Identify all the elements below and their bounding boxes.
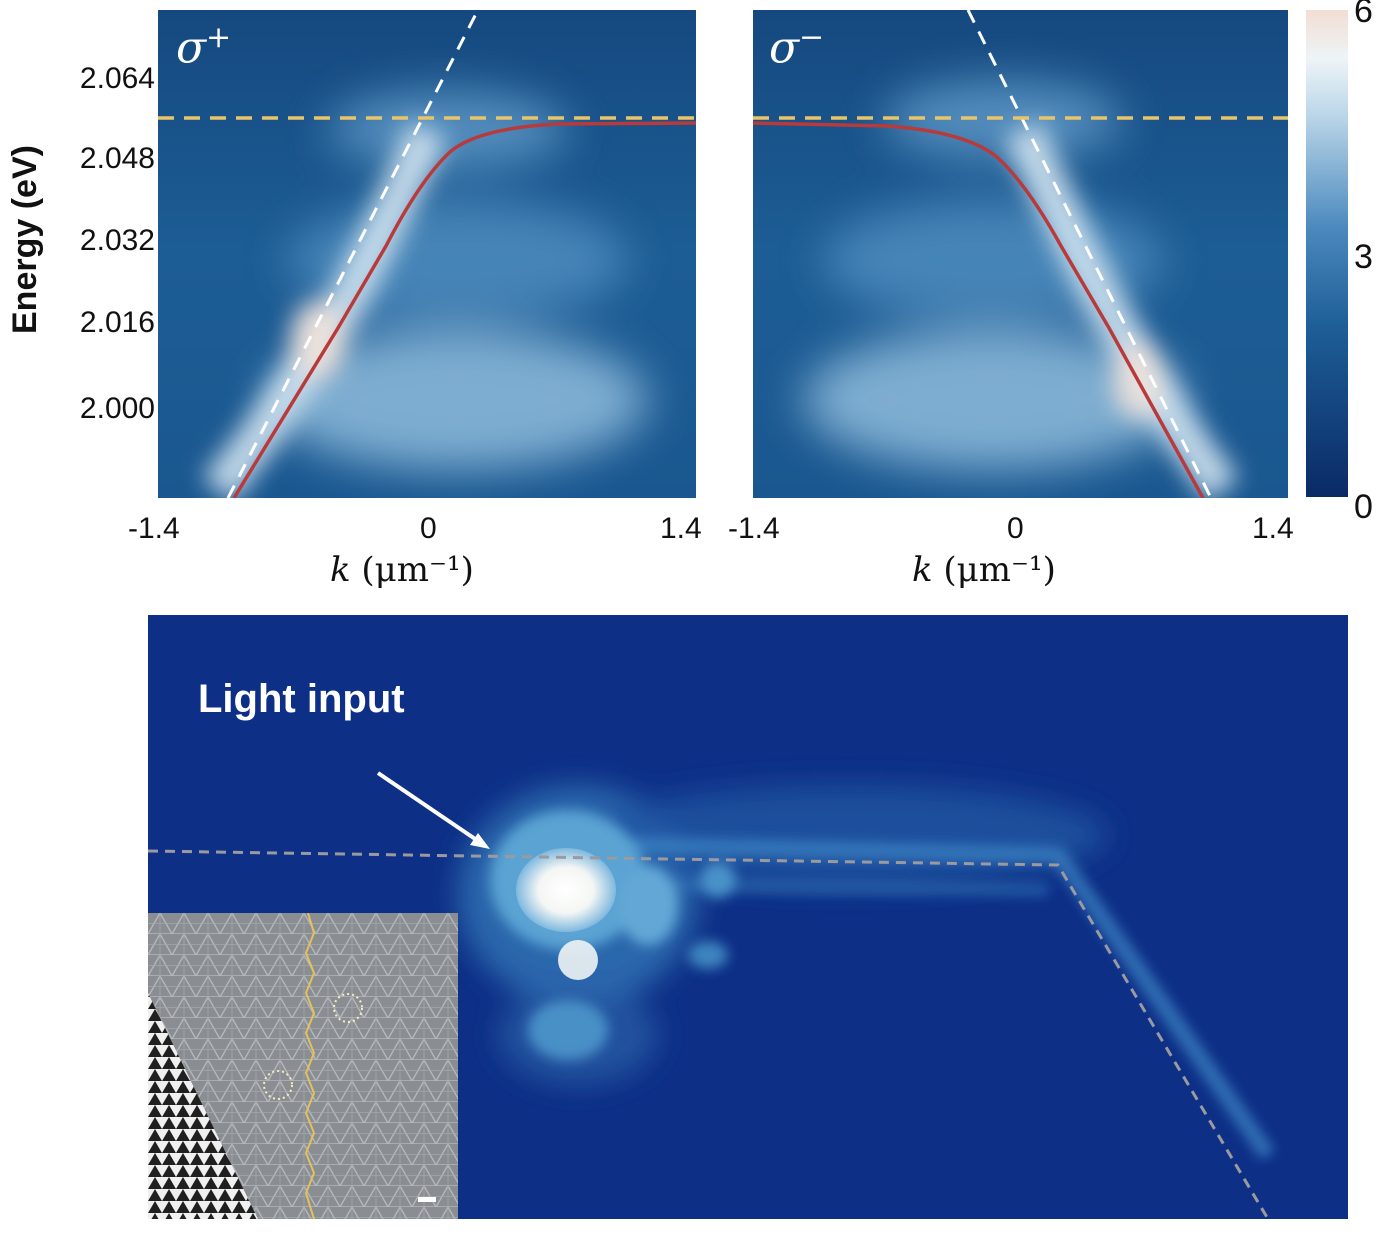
x-axis-label-left: k (μm⁻¹) [330,550,474,590]
domain-boundary [304,913,316,1219]
propagation-image: Light input [148,615,1348,1219]
edge-path [148,849,1270,1219]
colorbar [1306,10,1348,497]
propagation-map [148,771,1275,1219]
y-tick: 2.032 [79,224,155,257]
dispersion-panel-sigma-minus: σ− [753,10,1288,498]
source-spot [516,848,616,932]
x-tick: 1.4 [660,512,702,545]
polarization-label-sigma-plus: σ+ [176,20,232,74]
lattice-inset-image [148,913,458,1219]
polarization-label-sigma-minus: σ− [769,20,825,74]
y-tick: 2.064 [79,62,155,95]
scale-bar [418,1197,436,1202]
light-input-label: Light input [198,677,405,721]
colorbar-tick: 3 [1354,238,1373,276]
x-tick: 0 [1007,512,1024,545]
dispersion-map-sigma-plus [158,10,696,498]
x-tick: 1.4 [1252,512,1294,545]
colorbar-tick: 0 [1354,488,1373,526]
y-tick: 2.000 [79,392,155,425]
y-tick: 2.048 [79,142,155,175]
x-tick: -1.4 [128,512,180,545]
y-tick: 2.016 [79,306,155,339]
dispersion-panel-sigma-plus: σ+ [158,10,696,498]
x-tick: 0 [420,512,437,545]
y-ticks: 2.064 2.048 2.032 2.016 2.000 [40,0,155,500]
x-tick: -1.4 [728,512,780,545]
colorbar-tick: 6 [1354,0,1373,30]
dispersion-map-sigma-minus [753,10,1288,498]
input-arrow [376,771,486,847]
lattice-inset [148,913,458,1219]
x-axis-label-right: k (μm⁻¹) [912,550,1056,590]
